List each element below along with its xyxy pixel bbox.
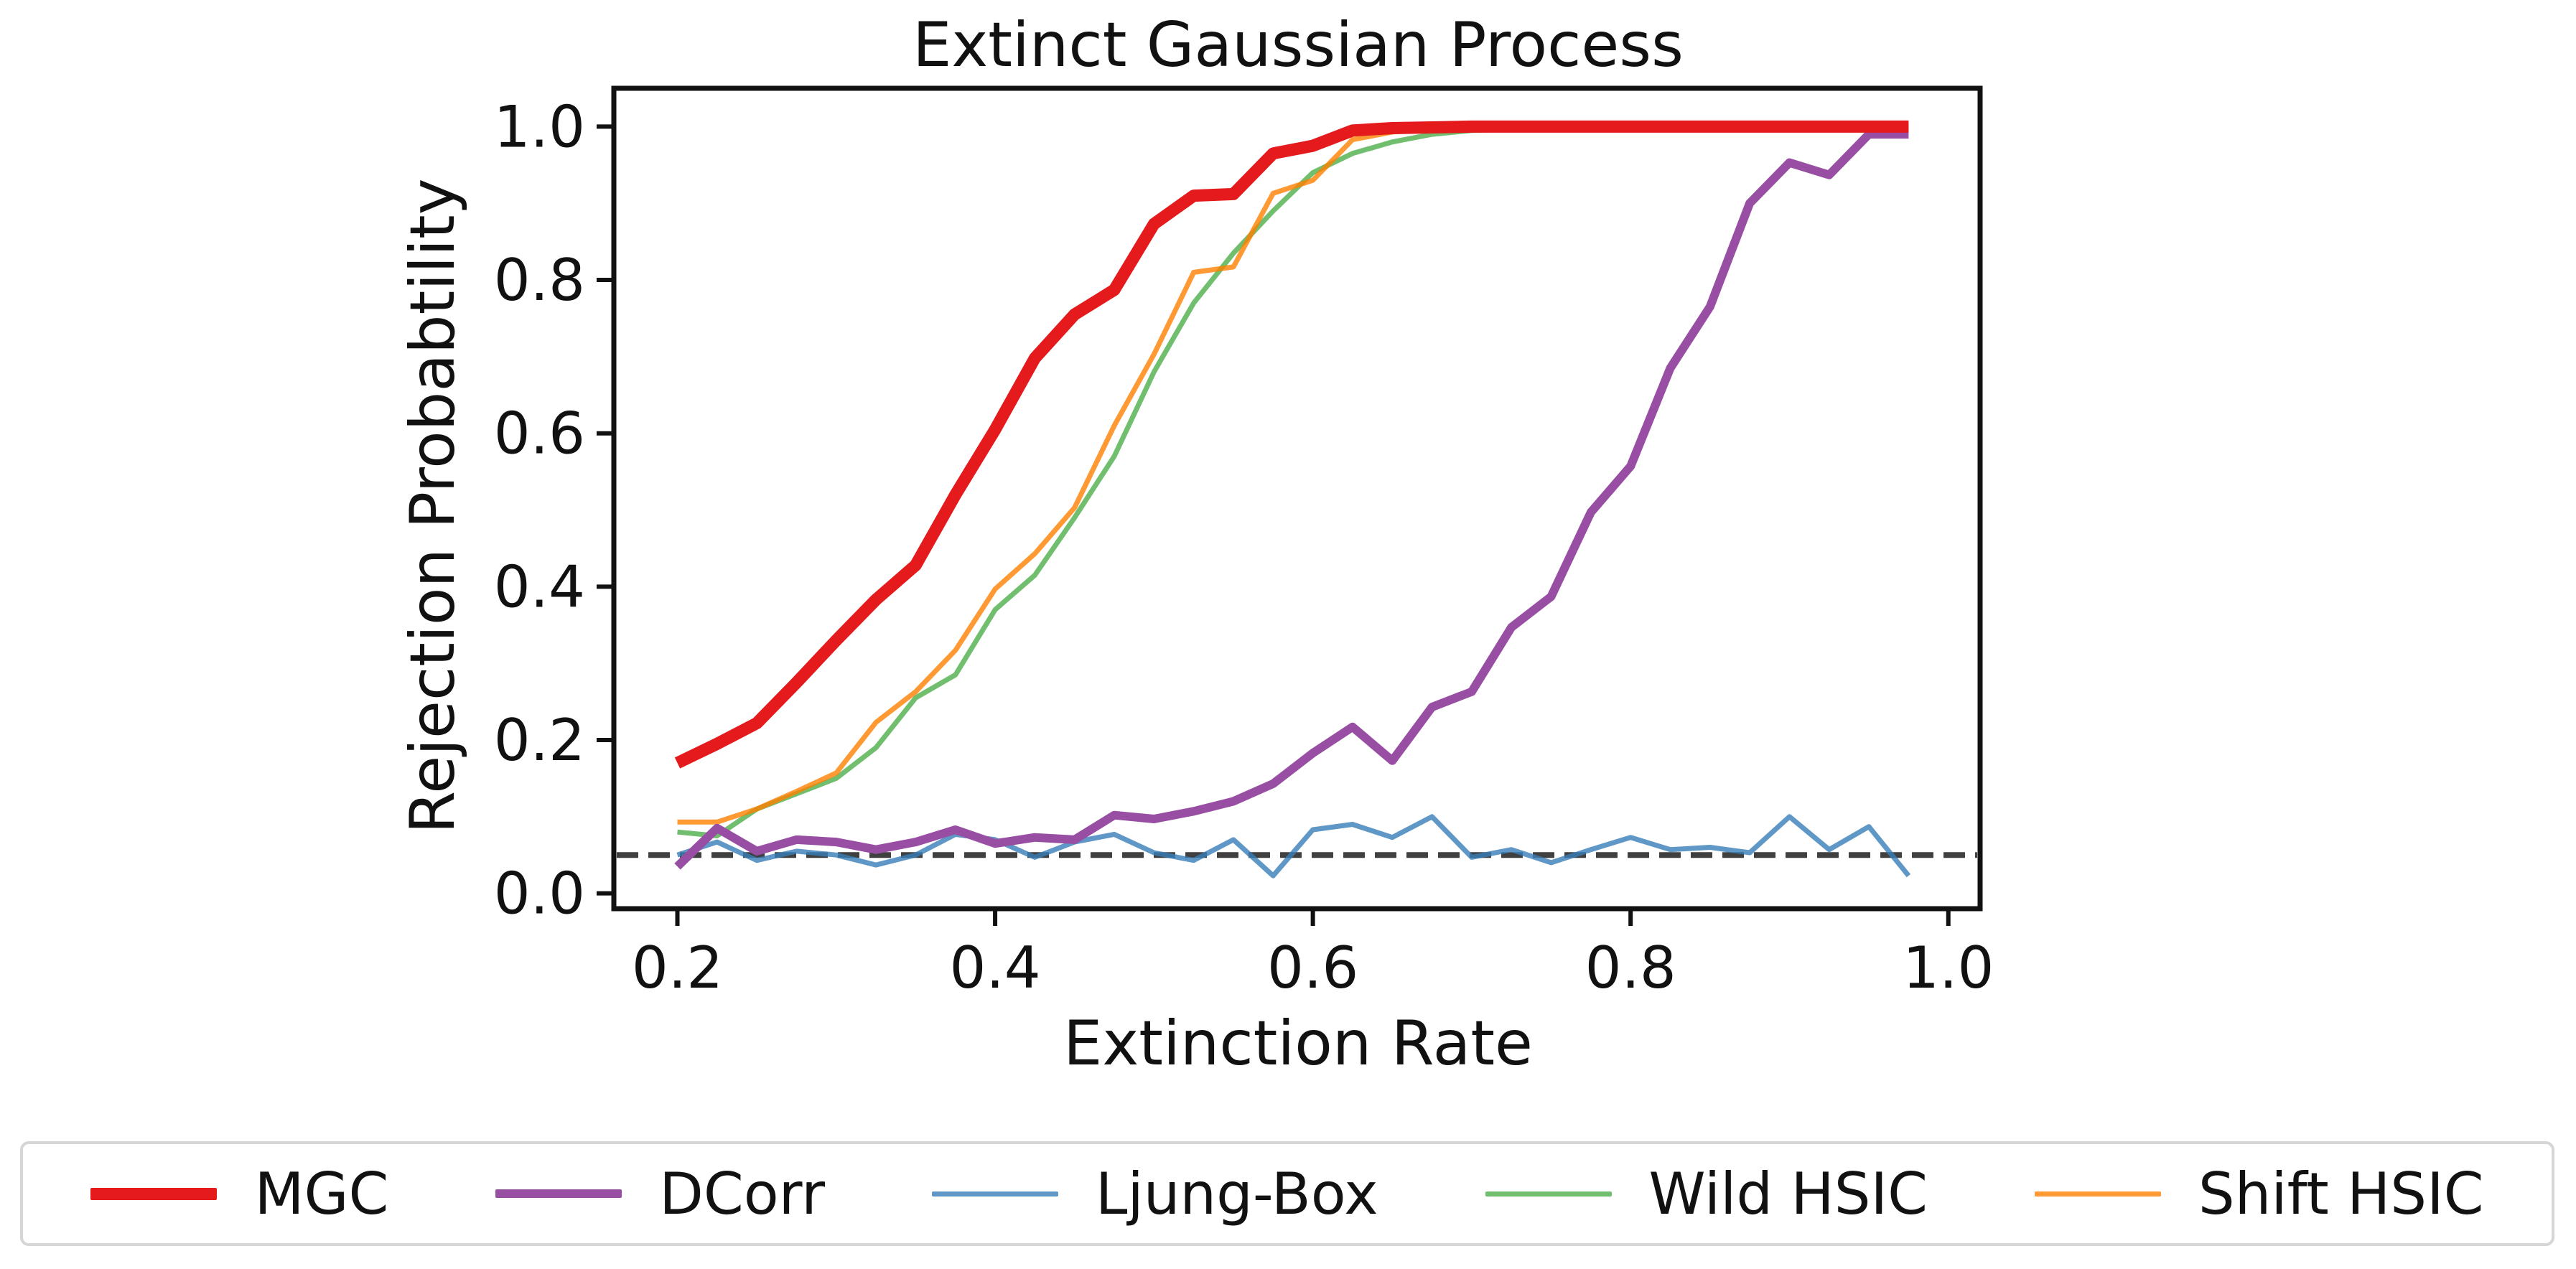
legend-label: MGC	[254, 1160, 389, 1227]
y-tick-label: 0.6	[494, 401, 585, 467]
legend-swatch	[495, 1189, 622, 1198]
legend-item-wild-hsic: Wild HSIC	[1485, 1161, 1928, 1227]
y-axis-label: Rejection Probabtility	[397, 178, 469, 833]
legend-label: Shift HSIC	[2198, 1160, 2484, 1227]
x-tick-label: 0.4	[949, 935, 1040, 1001]
series-group	[674, 120, 1911, 879]
series-line-shift-hsic	[677, 123, 1909, 825]
legend-label: Wild HSIC	[1648, 1160, 1928, 1227]
x-axis-label: Extinction Rate	[1063, 1008, 1533, 1080]
legend-item-mgc: MGC	[90, 1161, 388, 1227]
legend-label: DCorr	[659, 1160, 826, 1227]
y-tick-label: 0.8	[494, 247, 585, 314]
legend-swatch	[90, 1187, 218, 1200]
x-tick-label: 1.0	[1903, 935, 1994, 1001]
legend-swatch	[1485, 1191, 1612, 1197]
legend-item-dcorr: DCorr	[495, 1161, 825, 1227]
x-tick-label: 0.8	[1585, 935, 1676, 1001]
legend-item-ljung-box: Ljung-Box	[931, 1160, 1378, 1227]
legend: MGC DCorr Ljung-Box Wild HSIC Shift HSIC	[20, 1141, 2554, 1246]
y-tick-label: 1.0	[494, 93, 585, 160]
x-tick-label: 0.6	[1267, 935, 1358, 1001]
y-tick-label: 0.4	[494, 553, 585, 620]
x-axis-ticks: 0.2 0.4 0.6 0.8 1.0	[632, 909, 1994, 1001]
y-axis-ticks: 0.0 0.2 0.4 0.6 0.8 1.0	[494, 93, 614, 927]
y-tick-label: 0.0	[494, 861, 585, 927]
legend-swatch	[931, 1191, 1058, 1197]
plot-frame	[611, 85, 1983, 912]
legend-label: Ljung-Box	[1095, 1160, 1378, 1227]
legend-swatch	[2034, 1191, 2161, 1197]
series-line-wild-hsic	[677, 123, 1909, 838]
y-tick-label: 0.2	[494, 707, 585, 774]
chart-title: Extinct Gaussian Process	[913, 9, 1684, 81]
legend-item-shift-hsic: Shift HSIC	[2034, 1160, 2484, 1227]
series-line-mgc	[674, 120, 1909, 769]
x-tick-label: 0.2	[632, 935, 723, 1001]
series-line-ljung-box	[676, 814, 1911, 879]
series-line-dcorr	[674, 130, 1909, 870]
